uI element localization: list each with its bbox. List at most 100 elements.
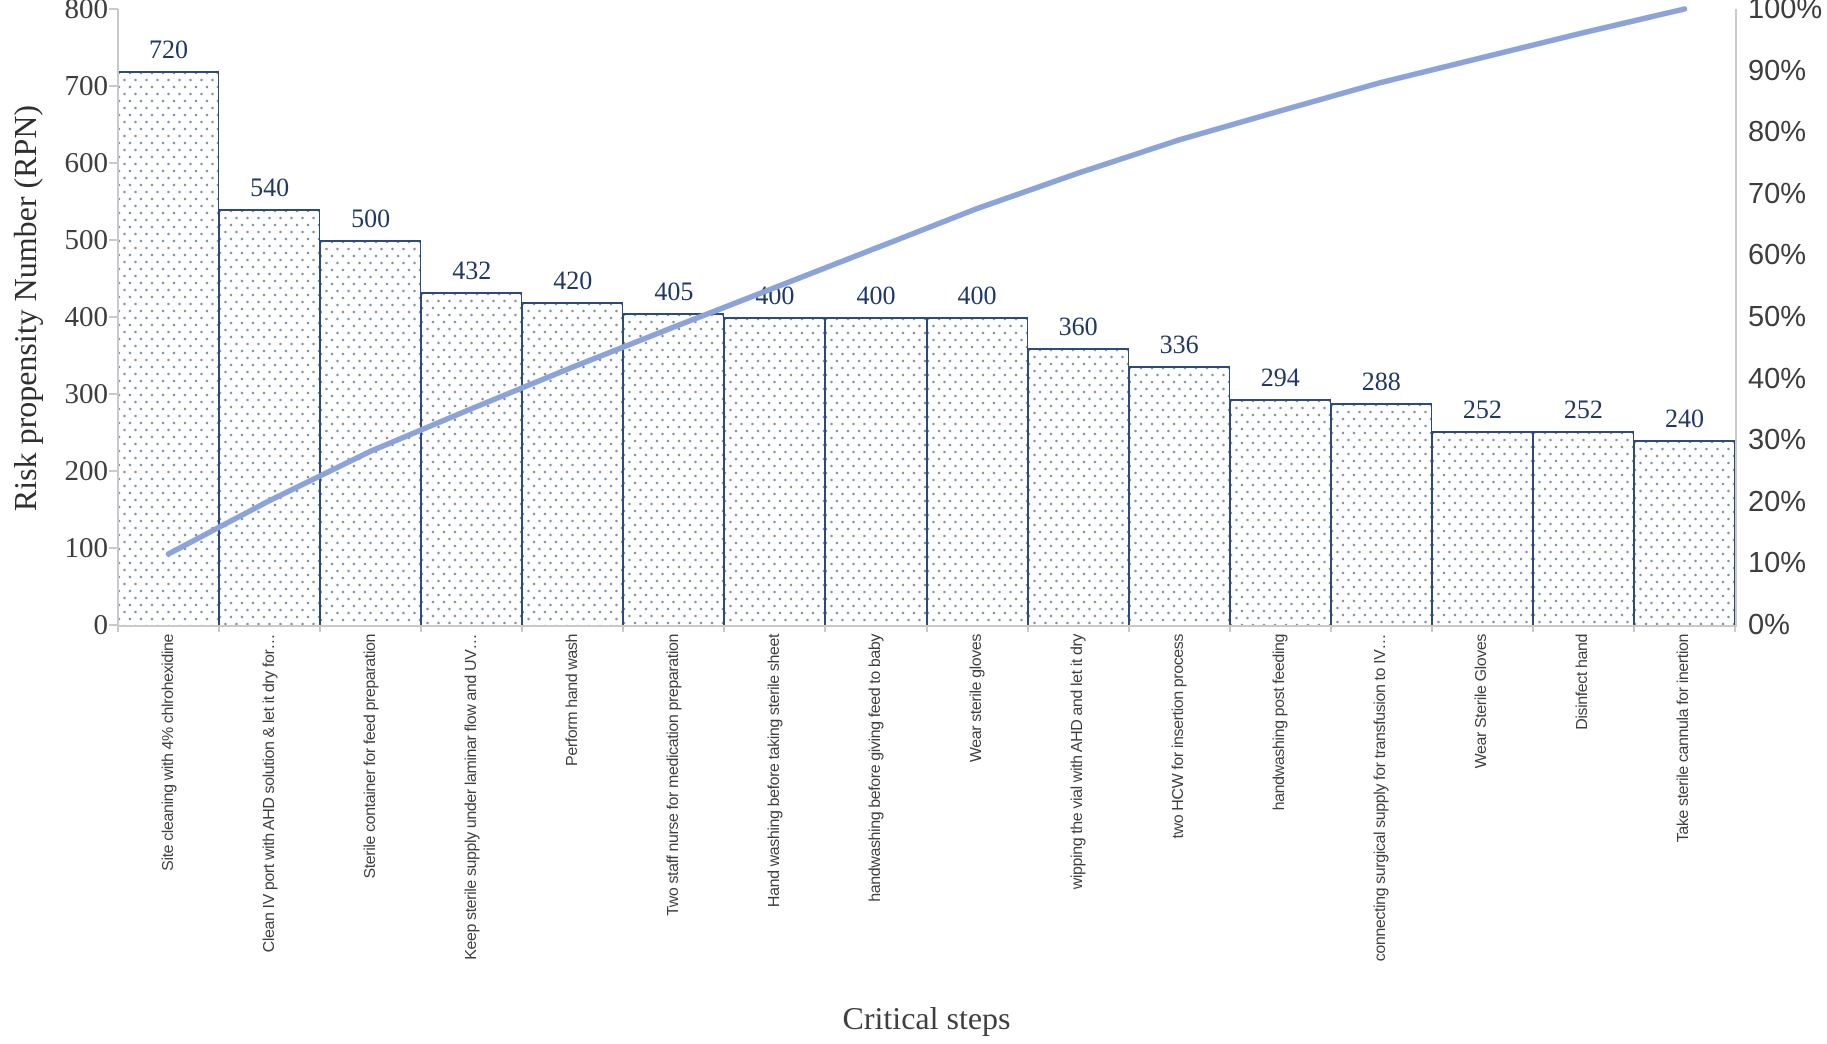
- bottom-tick-mark: [1026, 625, 1029, 632]
- category-label: wipping the vial with AHD and let it dry: [1069, 634, 1087, 890]
- bar-value-label: 720: [149, 34, 189, 64]
- bottom-tick-mark: [218, 625, 221, 632]
- category-label: Disinfect hand: [1574, 634, 1592, 730]
- category-label: Sterile container for feed preparation: [361, 634, 379, 879]
- bottom-tick-mark: [420, 625, 423, 632]
- bar: [1431, 430, 1533, 625]
- bar-value-label: 360: [1058, 311, 1098, 341]
- left-tick-label: 500: [64, 224, 109, 256]
- right-tick-label: 10%: [1748, 547, 1807, 580]
- bar: [1229, 398, 1331, 625]
- left-axis-line: [117, 9, 119, 626]
- bar: [825, 317, 927, 625]
- category-label: Keep sterile supply under laminar flow a…: [462, 634, 480, 960]
- bottom-tick-mark: [1632, 625, 1635, 632]
- category-label: Perform hand wash: [563, 634, 581, 766]
- bar: [320, 240, 422, 625]
- bar: [724, 317, 826, 625]
- left-tick-label: 700: [64, 70, 109, 102]
- left-tick-mark: [109, 470, 118, 472]
- bar: [1128, 366, 1230, 625]
- left-tick-mark: [109, 239, 118, 241]
- plot-area: 720 540 500 432 420 405 400 400 400 360 336 294 288 2…: [118, 6, 1735, 625]
- bar: [926, 317, 1028, 625]
- category-label: Wear sterile gloves: [968, 634, 986, 763]
- bottom-tick-mark: [824, 625, 827, 632]
- bar-value-label: 288: [1361, 367, 1401, 397]
- bar: [421, 292, 523, 625]
- bar: [1532, 430, 1634, 625]
- left-tick-mark: [109, 393, 118, 395]
- bottom-tick-mark: [622, 625, 625, 632]
- right-tick-label: 20%: [1748, 485, 1807, 518]
- category-label: Hand washing before taking sterile sheet: [765, 634, 783, 908]
- left-tick-label: 100: [64, 532, 109, 564]
- left-tick-label: 200: [64, 455, 109, 487]
- bar: [118, 70, 220, 625]
- category-label: Site cleaning with 4% chlrohexidine: [159, 634, 177, 871]
- left-tick-label: 600: [64, 147, 109, 179]
- category-label: two HCW for insertion process: [1170, 634, 1188, 839]
- left-tick-label: 300: [64, 378, 109, 410]
- bar-value-label: 294: [1260, 362, 1300, 392]
- bar-value-label: 432: [452, 256, 492, 286]
- right-tick-label: 40%: [1748, 362, 1807, 395]
- bottom-tick-mark: [521, 625, 524, 632]
- right-tick-label: 90%: [1748, 54, 1807, 87]
- bar-value-label: 400: [957, 281, 997, 310]
- bar-value-label: 336: [1159, 330, 1199, 360]
- left-tick-mark: [109, 85, 118, 87]
- category-label: Wear Sterile Gloves: [1473, 634, 1491, 769]
- bottom-tick-mark: [1228, 625, 1231, 632]
- bar-value-label: 540: [250, 173, 290, 203]
- category-label: Clean IV port with AHD solution & let it…: [260, 634, 278, 953]
- bar-value-label: 252: [1563, 394, 1603, 424]
- bar-value-label: 240: [1664, 404, 1704, 434]
- bar-value-label: 500: [351, 204, 391, 233]
- category-label: handwashing before giving feed to baby: [866, 634, 884, 902]
- bar: [1027, 347, 1129, 625]
- bar-value-label: 420: [553, 265, 593, 295]
- category-label: Take sterile cannula for inertion: [1675, 634, 1693, 843]
- right-tick-label: 50%: [1748, 301, 1807, 333]
- left-tick-label: 800: [64, 0, 109, 25]
- bar-value-label: 400: [856, 281, 896, 310]
- right-tick-label: 100%: [1748, 0, 1823, 25]
- right-axis-line: [1735, 9, 1737, 626]
- left-tick-label: 400: [64, 301, 109, 333]
- left-tick-mark: [109, 8, 118, 10]
- right-tick-label: 60%: [1748, 239, 1807, 272]
- bottom-tick-mark: [319, 625, 322, 632]
- bottom-tick-mark: [1531, 625, 1534, 632]
- category-label: connecting surgical supply for transfusi…: [1372, 634, 1390, 962]
- right-tick-label: 30%: [1748, 424, 1807, 457]
- bar: [522, 301, 624, 625]
- left-tick-mark: [109, 624, 118, 626]
- bottom-tick-mark: [925, 625, 928, 632]
- category-label: handwashing post feeding: [1271, 634, 1289, 811]
- category-label: Two staff nurse for medication preparati…: [664, 634, 682, 916]
- bottom-tick-mark: [1127, 625, 1130, 632]
- cumulative-line-layer: [165, 6, 1688, 557]
- bar: [219, 209, 321, 625]
- x-axis-title: Critical steps: [842, 1000, 1011, 1036]
- bar: [1633, 440, 1735, 625]
- right-tick-label: 0%: [1748, 609, 1790, 641]
- bottom-tick-mark: [117, 625, 119, 632]
- left-tick-mark: [109, 316, 118, 318]
- right-tick-label: 80%: [1748, 116, 1807, 149]
- bar: [623, 313, 725, 625]
- bar: [1330, 403, 1432, 625]
- left-tick-mark: [109, 162, 118, 164]
- left-tick-mark: [109, 547, 118, 549]
- bar-value-label: 405: [654, 277, 694, 307]
- cumulative-line: [165, 6, 1688, 557]
- right-tick-label: 70%: [1748, 177, 1807, 210]
- bottom-tick-mark: [1329, 625, 1332, 632]
- bottom-tick-mark: [723, 625, 726, 632]
- left-tick-label: 0: [93, 609, 109, 641]
- bottom-tick-mark: [1734, 625, 1736, 632]
- bottom-tick-mark: [1430, 625, 1433, 632]
- bar-value-label: 252: [1462, 394, 1502, 424]
